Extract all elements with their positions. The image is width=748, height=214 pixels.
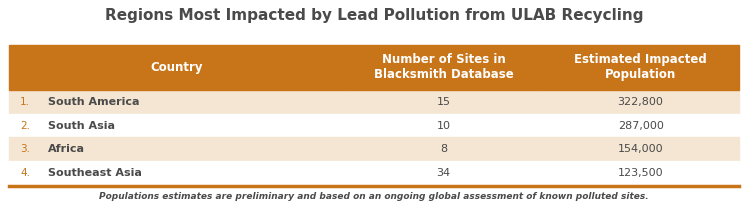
Bar bbox=[9, 161, 345, 185]
Text: Estimated Impacted
Population: Estimated Impacted Population bbox=[574, 54, 707, 81]
Text: Southeast Asia: Southeast Asia bbox=[48, 168, 141, 178]
Text: 2.: 2. bbox=[20, 120, 30, 131]
Text: Regions Most Impacted by Lead Pollution from ULAB Recycling: Regions Most Impacted by Lead Pollution … bbox=[105, 8, 643, 23]
Bar bbox=[345, 137, 542, 161]
Text: 10: 10 bbox=[436, 120, 450, 131]
Text: South America: South America bbox=[48, 97, 139, 107]
Text: 287,000: 287,000 bbox=[618, 120, 663, 131]
Text: 34: 34 bbox=[436, 168, 450, 178]
Text: 3.: 3. bbox=[20, 144, 30, 154]
Text: Populations estimates are preliminary and based on an ongoing global assessment : Populations estimates are preliminary an… bbox=[99, 192, 649, 201]
Bar bbox=[345, 90, 542, 114]
Bar bbox=[345, 45, 542, 90]
Bar bbox=[542, 161, 739, 185]
Bar bbox=[542, 114, 739, 137]
Bar bbox=[9, 137, 345, 161]
Bar bbox=[345, 161, 542, 185]
Bar bbox=[345, 114, 542, 137]
Text: 8: 8 bbox=[440, 144, 447, 154]
Text: 123,500: 123,500 bbox=[618, 168, 663, 178]
Bar bbox=[9, 114, 345, 137]
Text: 154,000: 154,000 bbox=[618, 144, 663, 154]
Text: 4.: 4. bbox=[20, 168, 30, 178]
Text: Africa: Africa bbox=[48, 144, 85, 154]
Text: South Asia: South Asia bbox=[48, 120, 114, 131]
Bar bbox=[542, 90, 739, 114]
Text: 15: 15 bbox=[436, 97, 450, 107]
Text: Country: Country bbox=[150, 61, 203, 74]
Bar bbox=[542, 45, 739, 90]
Text: Number of Sites in
Blacksmith Database: Number of Sites in Blacksmith Database bbox=[373, 54, 513, 81]
Bar bbox=[9, 45, 345, 90]
Text: 322,800: 322,800 bbox=[618, 97, 663, 107]
Text: 1.: 1. bbox=[20, 97, 30, 107]
Bar bbox=[542, 137, 739, 161]
Bar bbox=[9, 90, 345, 114]
